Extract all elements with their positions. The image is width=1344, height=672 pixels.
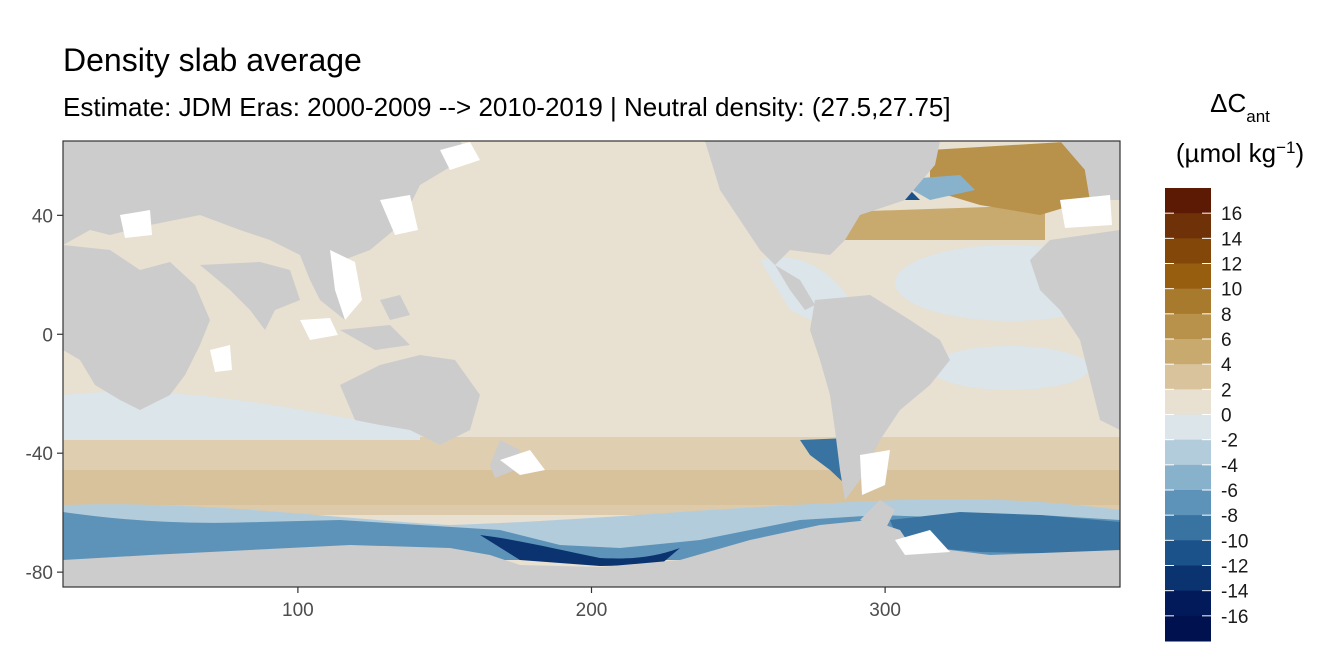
weddell-sea-blue — [890, 512, 1120, 555]
legend-color-bin — [1165, 464, 1211, 491]
legend-label: -4 — [1221, 456, 1238, 477]
legend-color-bin — [1165, 288, 1211, 315]
legend-color-bins — [1165, 188, 1211, 642]
legend-title-main: ΔC — [1210, 88, 1246, 118]
map-panel — [63, 141, 1120, 587]
y-axis: 40 0 -40 -80 — [26, 206, 63, 584]
legend-label: 0 — [1221, 406, 1232, 427]
legend-label: 14 — [1221, 229, 1243, 250]
legend: ΔCant (µmol kg−1) 16 14 12 10 8 6 4 2 0 -2 -4 -6 -8 -… — [1165, 88, 1304, 642]
legend-title: ΔCant — [1210, 88, 1270, 126]
x-tick-label: 300 — [869, 600, 901, 621]
legend-color-bin — [1165, 515, 1211, 541]
y-tick-label: 0 — [42, 325, 53, 346]
legend-color-bin — [1165, 188, 1211, 214]
chart-title: Density slab average — [63, 42, 362, 78]
legend-color-bin — [1165, 339, 1211, 365]
legend-color-bin — [1165, 213, 1211, 239]
legend-color-bin — [1165, 615, 1211, 642]
legend-color-bin — [1165, 313, 1211, 340]
legend-color-bin — [1165, 439, 1211, 466]
legend-label: -16 — [1221, 607, 1248, 628]
legend-label: -14 — [1221, 582, 1249, 603]
ross-sea-deep-blue — [480, 535, 680, 566]
land — [63, 141, 1120, 587]
legend-label: -12 — [1221, 557, 1248, 578]
legend-label: 4 — [1221, 355, 1232, 376]
legend-unit-close: ) — [1295, 138, 1304, 168]
no-data-patches — [120, 142, 1112, 555]
legend-color-bin — [1165, 490, 1211, 516]
legend-label: 8 — [1221, 305, 1232, 326]
legend-label: -2 — [1221, 431, 1238, 452]
legend-labels: 16 14 12 10 8 6 4 2 0 -2 -4 -6 -8 -10 -12 -14 -16 — [1221, 204, 1249, 628]
legend-label: -10 — [1221, 531, 1248, 552]
y-tick-label: -80 — [26, 563, 53, 584]
x-tick-label: 200 — [576, 600, 608, 621]
legend-label: -8 — [1221, 506, 1238, 527]
y-tick-label: 40 — [32, 206, 53, 227]
legend-color-bin — [1165, 590, 1211, 617]
legend-label: 2 — [1221, 380, 1232, 401]
x-axis: 100 200 300 — [282, 587, 901, 621]
argentine-basin-blue — [800, 438, 848, 485]
legend-unit: (µmol kg−1) — [1176, 138, 1304, 169]
legend-unit-open: (µmol kg — [1176, 138, 1276, 168]
nordic-seas-warm — [930, 141, 1090, 215]
north-atlantic-warm — [840, 205, 1045, 240]
south-atlantic-patch — [930, 346, 1090, 390]
legend-unit-sup: −1 — [1276, 138, 1295, 157]
legend-color-bin — [1165, 263, 1211, 290]
legend-label: -6 — [1221, 481, 1238, 502]
legend-label: 10 — [1221, 280, 1242, 301]
legend-label: 12 — [1221, 255, 1242, 276]
legend-color-bin — [1165, 565, 1211, 592]
y-tick-label: -40 — [26, 444, 53, 465]
x-tick-label: 100 — [282, 600, 314, 621]
legend-label: 6 — [1221, 330, 1232, 351]
legend-color-bin — [1165, 238, 1211, 264]
legend-title-sub: ant — [1246, 107, 1270, 126]
legend-color-bin — [1165, 540, 1211, 566]
legend-color-bin — [1165, 389, 1211, 415]
chart-subtitle: Estimate: JDM Eras: 2000-2009 --> 2010-2… — [63, 92, 951, 122]
legend-label: 16 — [1221, 204, 1242, 225]
legend-color-bin — [1165, 414, 1211, 441]
legend-color-bin — [1165, 364, 1211, 390]
